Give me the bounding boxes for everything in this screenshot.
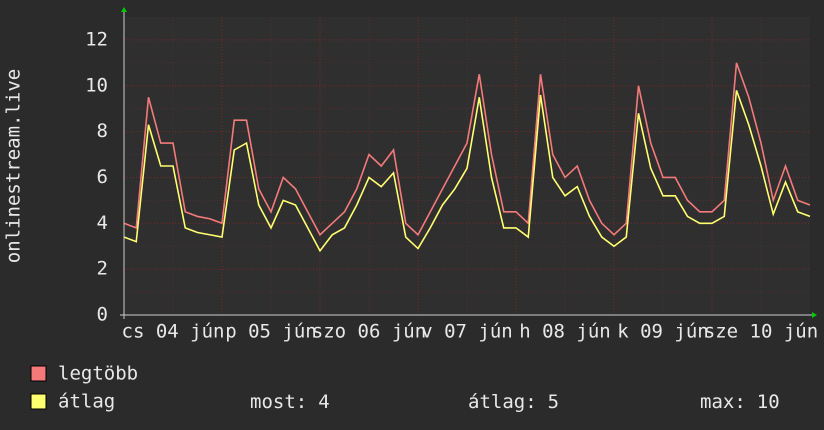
x-tick-label: p 05 jún (225, 321, 317, 343)
y-tick-label: 6 (97, 166, 108, 188)
stat-label: max: (700, 391, 746, 413)
axis-arrow (812, 312, 817, 318)
x-tick-label: h 08 jún (519, 321, 611, 343)
stat-value: 5 (548, 391, 559, 413)
series-line (123, 62, 811, 237)
x-tick-label: cs 04 jún (122, 321, 225, 343)
legend-label: átlag (58, 391, 115, 413)
x-tick-label: v 07 jún (421, 321, 513, 343)
stat-label: átlag: (468, 391, 537, 413)
y-tick-label: 0 (97, 304, 108, 326)
y-tick-label: 8 (97, 120, 108, 142)
stat: max: 10 (700, 391, 780, 413)
legend-swatch (30, 393, 47, 410)
stat: átlag: 5 (468, 391, 559, 413)
y-tick-label: 2 (97, 258, 108, 280)
axis-arrow (121, 7, 127, 12)
legend-swatch (30, 365, 47, 382)
stat-label: most: (250, 391, 307, 413)
stat: most: 4 (250, 391, 330, 413)
x-tick-label: sze 10 jún (704, 321, 818, 343)
stat-value: 4 (318, 391, 329, 413)
y-axis-label: onlinestream.live (3, 69, 25, 263)
stat-value: 10 (757, 391, 780, 413)
y-tick-label: 4 (97, 212, 108, 234)
legend-label: legtöbb (58, 363, 138, 385)
x-tick-label: k 09 jún (617, 321, 709, 343)
y-tick-label: 12 (85, 28, 108, 50)
x-tick-label: szo 06 jún (312, 321, 426, 343)
y-tick-label: 10 (85, 74, 108, 96)
series-line (123, 90, 811, 253)
